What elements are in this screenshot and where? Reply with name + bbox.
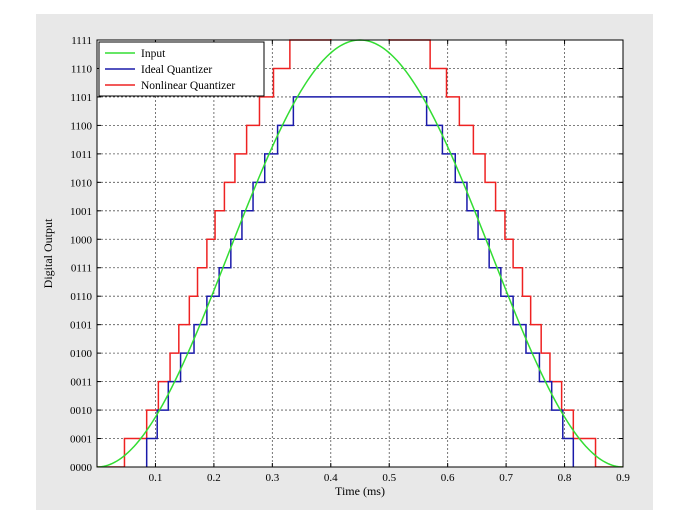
series-line-nonlinear-quantizer bbox=[97, 39, 623, 467]
x-tick-label: 0.1 bbox=[149, 472, 163, 484]
x-tick-label: 0.5 bbox=[382, 472, 396, 484]
legend: Input Ideal Quantizer Nonlinear Quantizer bbox=[98, 41, 265, 97]
y-tick-label: 0001 bbox=[70, 434, 92, 446]
x-tick-label: 0.3 bbox=[265, 472, 279, 484]
y-tick-label: 0011 bbox=[70, 377, 92, 389]
y-tick-label: 1101 bbox=[70, 92, 92, 104]
legend-label-input: Input bbox=[141, 48, 166, 60]
y-tick-label: 1111 bbox=[71, 35, 92, 47]
x-tick-label: 0.7 bbox=[499, 472, 513, 484]
x-axis-label: Time (ms) bbox=[335, 484, 385, 498]
grid-lines bbox=[97, 40, 623, 467]
y-tick-label: 1110 bbox=[71, 63, 93, 75]
y-tick-label: 0010 bbox=[70, 405, 93, 417]
axis-ticks bbox=[97, 39, 624, 468]
plot-border bbox=[96, 39, 624, 468]
plot-area bbox=[97, 40, 623, 467]
x-tick-labels: 0.1 0.2 0.3 0.4 0.5 0.6 0.7 0.8 0.9 bbox=[149, 472, 631, 484]
legend-label-nonlinear-quantizer: Nonlinear Quantizer bbox=[141, 80, 235, 92]
x-tick-label: 0.8 bbox=[558, 472, 572, 484]
y-tick-labels: 0000 0001 0010 0011 0100 0101 0110 0111 1000 1001… bbox=[70, 35, 93, 474]
x-tick-label: 0.6 bbox=[441, 472, 455, 484]
y-tick-label: 0000 bbox=[70, 462, 93, 474]
y-tick-label: 1010 bbox=[70, 177, 93, 189]
y-tick-label: 1011 bbox=[70, 149, 92, 161]
y-tick-label: 1100 bbox=[70, 120, 92, 132]
y-tick-label: 0101 bbox=[70, 320, 92, 332]
y-tick-label: 1000 bbox=[70, 234, 93, 246]
y-tick-label: 1001 bbox=[70, 206, 92, 218]
y-axis-label: Digital Output bbox=[41, 218, 55, 288]
y-tick-label: 0111 bbox=[71, 263, 92, 275]
x-tick-label: 0.4 bbox=[324, 472, 338, 484]
x-tick-label: 0.9 bbox=[616, 472, 630, 484]
figure-frame: 0000 0001 0010 0011 0100 0101 0110 0111 1000 1001… bbox=[36, 14, 653, 510]
x-tick-label: 0.2 bbox=[207, 472, 221, 484]
quantizer-chart: 0000 0001 0010 0011 0100 0101 0110 0111 1000 1001… bbox=[41, 35, 631, 498]
legend-label-ideal-quantizer: Ideal Quantizer bbox=[141, 64, 212, 76]
y-tick-label: 0110 bbox=[70, 291, 92, 303]
y-tick-label: 0100 bbox=[70, 348, 93, 360]
